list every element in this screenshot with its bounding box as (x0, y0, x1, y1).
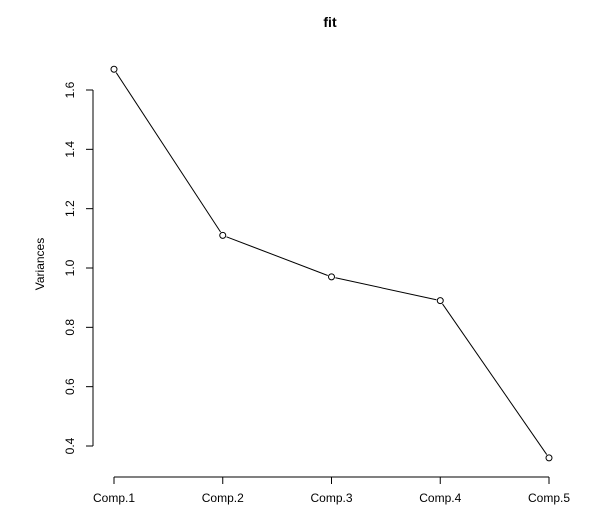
data-point (219, 231, 227, 239)
y-tick-label: 1.2 (63, 200, 77, 217)
series-line (115, 72, 548, 455)
y-tick-label: 0.4 (63, 437, 77, 454)
y-tick-label: 1.4 (63, 141, 77, 158)
series-segment (115, 72, 221, 233)
y-tick-label: 1.6 (63, 81, 77, 98)
y-tick-label: 0.8 (63, 319, 77, 336)
series-segment (226, 236, 328, 276)
series-segment (442, 303, 548, 455)
chart-title: fit (323, 14, 337, 30)
data-point (436, 297, 444, 305)
y-axis-label: Variances (33, 238, 47, 290)
y-tick-label: 1.0 (63, 259, 77, 276)
series-segment (335, 277, 437, 301)
x-tick-label: Comp.3 (310, 491, 352, 505)
x-tick-label: Comp.5 (528, 491, 570, 505)
series-points (110, 65, 553, 462)
y-axis: 0.4 0.6 0.8 1.0 1.2 1.4 1.6 (63, 81, 94, 454)
x-tick-label: Comp.2 (202, 491, 244, 505)
data-point (110, 65, 118, 73)
x-axis: Comp.1 Comp.2 Comp.3 Comp.4 Comp.5 (93, 476, 570, 505)
y-tick-label: 0.6 (63, 378, 77, 395)
data-point (328, 273, 335, 281)
x-tick-label: Comp.4 (419, 491, 461, 505)
x-tick-label: Comp.1 (93, 491, 135, 505)
data-point (545, 454, 553, 462)
